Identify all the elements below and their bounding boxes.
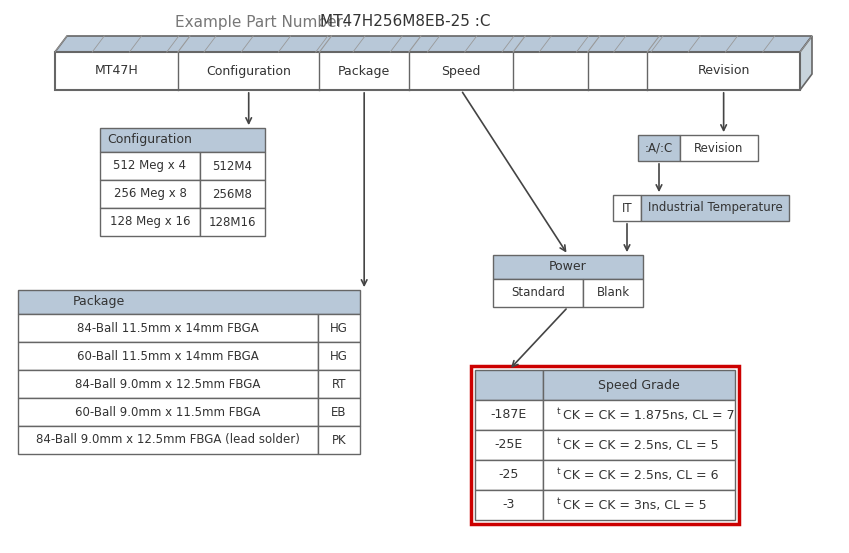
Text: 84-Ball 9.0mm x 12.5mm FBGA: 84-Ball 9.0mm x 12.5mm FBGA [76,378,261,390]
Text: CK = CK = 1.875ns, CL = 7: CK = CK = 1.875ns, CL = 7 [563,409,734,421]
Polygon shape [800,36,812,90]
Text: :A/:C: :A/:C [645,142,673,154]
Bar [18,342,318,370]
Text: HG: HG [330,321,348,335]
Bar [493,279,583,307]
Bar [18,370,318,398]
Bar [543,400,735,430]
Bar [18,426,318,454]
Bar [200,208,265,236]
Text: 512M4: 512M4 [212,159,252,173]
Bar [493,255,643,279]
Text: -187E: -187E [491,409,527,421]
Text: -25E: -25E [495,439,523,451]
Bar [55,52,800,90]
Bar [475,400,543,430]
Text: RT: RT [332,378,346,390]
Text: 512 Meg x 4: 512 Meg x 4 [114,159,187,173]
Bar [318,370,360,398]
Text: Revision: Revision [694,142,744,154]
Bar [100,128,265,152]
Text: Example Part Number:: Example Part Number: [175,14,348,29]
Bar [318,426,360,454]
Bar [543,490,735,520]
Text: IT: IT [621,201,633,215]
Text: PK: PK [332,434,346,446]
Bar [18,398,318,426]
Text: t: t [557,467,560,476]
Text: -25: -25 [499,468,520,482]
Text: t: t [557,436,560,446]
Text: 128M16: 128M16 [209,216,256,228]
Bar [475,460,543,490]
Text: 84-Ball 9.0mm x 12.5mm FBGA (lead solder): 84-Ball 9.0mm x 12.5mm FBGA (lead solder… [36,434,300,446]
Bar [200,180,265,208]
Text: CK = CK = 2.5ns, CL = 5: CK = CK = 2.5ns, CL = 5 [563,439,718,451]
Text: Speed Grade: Speed Grade [599,378,680,392]
Bar [18,314,318,342]
Text: Configuration: Configuration [108,133,193,147]
Text: MT47H: MT47H [94,65,138,77]
Bar [680,135,758,161]
Bar [18,290,360,314]
Text: 60-Ball 11.5mm x 14mm FBGA: 60-Ball 11.5mm x 14mm FBGA [77,349,259,363]
Bar [543,460,735,490]
Text: MT47H256M8EB-25 :C: MT47H256M8EB-25 :C [320,14,491,29]
Bar [613,195,641,221]
Text: 84-Ball 11.5mm x 14mm FBGA: 84-Ball 11.5mm x 14mm FBGA [77,321,259,335]
Bar [471,366,739,524]
Bar [475,370,543,400]
Text: t: t [557,406,560,415]
Bar [583,279,643,307]
Text: 60-Ball 9.0mm x 11.5mm FBGA: 60-Ball 9.0mm x 11.5mm FBGA [76,405,261,419]
Text: CK = CK = 3ns, CL = 5: CK = CK = 3ns, CL = 5 [563,498,706,512]
Text: HG: HG [330,349,348,363]
Text: Power: Power [549,260,587,274]
Bar [100,208,200,236]
Text: Package: Package [338,65,391,77]
Bar [475,490,543,520]
Bar [318,342,360,370]
Bar [543,430,735,460]
Bar [475,430,543,460]
Text: 256 Meg x 8: 256 Meg x 8 [114,187,187,201]
Bar [100,152,200,180]
Text: Industrial Temperature: Industrial Temperature [648,201,783,215]
Text: 128 Meg x 16: 128 Meg x 16 [110,216,190,228]
Bar [318,314,360,342]
Text: Blank: Blank [597,286,630,300]
Text: t: t [557,497,560,505]
Text: Package: Package [73,295,126,309]
Bar [318,398,360,426]
Bar [543,370,735,400]
Text: EB: EB [331,405,346,419]
Polygon shape [55,36,812,52]
Text: -3: -3 [503,498,515,512]
Bar [638,135,680,161]
Bar [641,195,789,221]
Bar [100,180,200,208]
Text: Standard: Standard [511,286,565,300]
Text: CK = CK = 2.5ns, CL = 6: CK = CK = 2.5ns, CL = 6 [563,468,718,482]
Bar [200,152,265,180]
Text: Speed: Speed [441,65,481,77]
Text: Revision: Revision [697,65,750,77]
Text: 256M8: 256M8 [212,187,252,201]
Text: Configuration: Configuration [206,65,291,77]
